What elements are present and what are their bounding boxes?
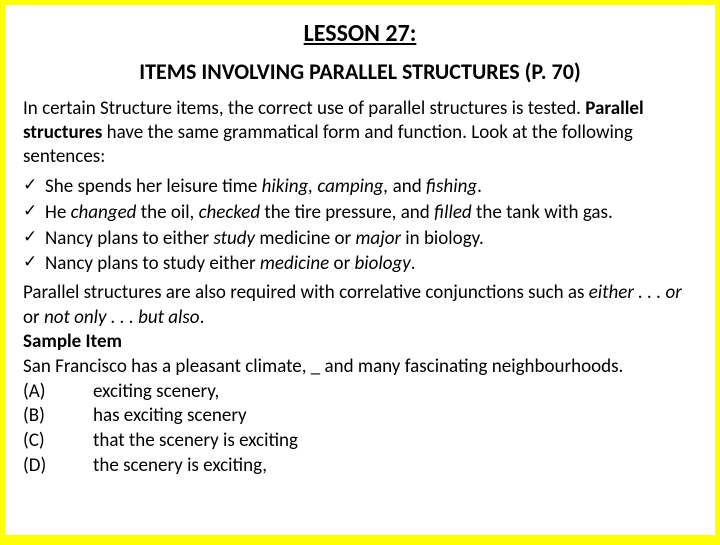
- text: .: [477, 175, 482, 198]
- sample-heading: Sample Item: [23, 330, 697, 355]
- option-label: (A): [23, 380, 93, 405]
- lesson-subtitle: ITEMS INVOLVING PARALLEL STRUCTURES (P. …: [23, 58, 697, 85]
- italic-text: major: [355, 227, 401, 250]
- option-text: has exciting scenery: [93, 404, 247, 429]
- intro-text-2: have the same grammatical form and funct…: [23, 121, 633, 168]
- list-item: Nancy plans to either study medicine or …: [23, 226, 697, 252]
- text: or: [23, 306, 44, 329]
- option-label: (B): [23, 404, 93, 429]
- list-item: Nancy plans to study either medicine or …: [23, 251, 697, 277]
- text: .: [200, 306, 205, 329]
- text: She spends her leisure time: [45, 175, 262, 198]
- option-row: (B) has exciting scenery: [23, 404, 697, 429]
- text: in biology.: [401, 227, 484, 250]
- text: .: [411, 252, 416, 275]
- text: the oil,: [136, 201, 198, 224]
- italic-text: biology: [354, 252, 410, 275]
- italic-text: camping,: [317, 175, 388, 198]
- option-row: (C) that the scenery is exciting: [23, 429, 697, 454]
- sample-sentence: San Francisco has a pleasant climate, _ …: [23, 355, 697, 380]
- explanation-paragraph: Parallel structures are also required wi…: [23, 281, 697, 330]
- option-text: the scenery is exciting,: [93, 454, 267, 479]
- text: medicine or: [255, 227, 355, 250]
- text: Parallel structures are also required wi…: [23, 281, 589, 304]
- italic-text: not only . . . but also: [44, 306, 200, 329]
- text: and: [388, 175, 426, 198]
- document-page: LESSON 27: ITEMS INVOLVING PARALLEL STRU…: [5, 5, 715, 535]
- option-row: (A) exciting scenery,: [23, 380, 697, 405]
- option-text: exciting scenery,: [93, 380, 219, 405]
- list-item: She spends her leisure time hiking, camp…: [23, 174, 697, 200]
- answer-options: (A) exciting scenery, (B) has exciting s…: [23, 380, 697, 479]
- italic-text: fishing: [426, 175, 477, 198]
- italic-text: changed: [71, 201, 137, 224]
- italic-text: checked: [199, 201, 261, 224]
- option-row: (D) the scenery is exciting,: [23, 454, 697, 479]
- text: or: [329, 252, 354, 275]
- option-label: (C): [23, 429, 93, 454]
- option-text: that the scenery is exciting: [93, 429, 298, 454]
- intro-text-1: In certain Structure items, the correct …: [23, 97, 585, 120]
- italic-text: study: [213, 227, 255, 250]
- italic-text: either . . . or: [589, 281, 682, 304]
- text: He: [45, 201, 71, 224]
- italic-text: hiking,: [262, 175, 313, 198]
- text: Nancy plans to either: [45, 227, 213, 250]
- text: the tank with gas.: [472, 201, 613, 224]
- text: the tire pressure, and: [260, 201, 434, 224]
- example-list: She spends her leisure time hiking, camp…: [23, 174, 697, 277]
- text: Nancy plans to study either: [45, 252, 260, 275]
- lesson-title: LESSON 27:: [23, 19, 697, 48]
- italic-text: filled: [434, 201, 472, 224]
- intro-paragraph: In certain Structure items, the correct …: [23, 97, 697, 168]
- list-item: He changed the oil, checked the tire pre…: [23, 200, 697, 226]
- option-label: (D): [23, 454, 93, 479]
- italic-text: medicine: [260, 252, 329, 275]
